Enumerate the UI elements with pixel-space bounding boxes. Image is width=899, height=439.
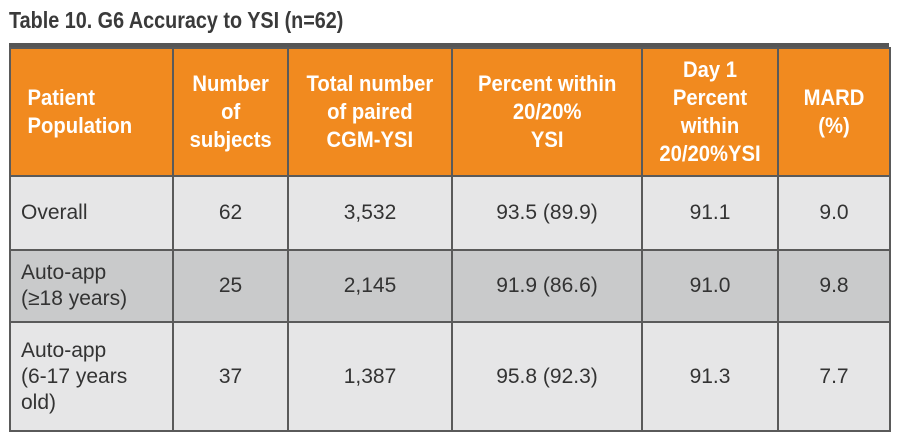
- header-patient-population: Patient Population: [9, 47, 174, 177]
- cell-subjects: 37: [172, 321, 289, 432]
- header-number-of-subjects: Number of subjects: [172, 47, 289, 177]
- table-row: Auto-app (≥18 years) 25 2,145 91.9 (86.6)…: [9, 249, 891, 323]
- cell-day1: 91.0: [641, 249, 779, 323]
- cell-within: 91.9 (86.6): [451, 249, 643, 323]
- cell-mard: 7.7: [777, 321, 891, 432]
- cell-day1: 91.1: [641, 175, 779, 251]
- cell-population: Auto-app (≥18 years): [9, 249, 174, 323]
- cell-mard: 9.8: [777, 249, 891, 323]
- header-total-paired: Total number of paired CGM-YSI: [287, 47, 453, 177]
- table-row: Auto-app (6-17 years old) 37 1,387 95.8 (9…: [9, 321, 891, 432]
- cell-paired: 2,145: [287, 249, 453, 323]
- header-row: Patient Population Number of subjects Total…: [9, 47, 891, 177]
- table-title: Table 10. G6 Accuracy to YSI (n=62): [9, 7, 344, 33]
- cell-within: 95.8 (92.3): [451, 321, 643, 432]
- header-percent-within: Percent within 20/20% YSI: [451, 47, 643, 177]
- accuracy-table: Patient Population Number of subjects Total…: [9, 47, 891, 432]
- cell-day1: 91.3: [641, 321, 779, 432]
- header-day1-percent-within: Day 1 Percent within 20/20%YSI: [641, 47, 779, 177]
- cell-mard: 9.0: [777, 175, 891, 251]
- cell-paired: 3,532: [287, 175, 453, 251]
- cell-subjects: 62: [172, 175, 289, 251]
- cell-population: Overall: [9, 175, 174, 251]
- cell-paired: 1,387: [287, 321, 453, 432]
- cell-subjects: 25: [172, 249, 289, 323]
- header-mard: MARD (%): [777, 47, 891, 177]
- cell-within: 93.5 (89.9): [451, 175, 643, 251]
- cell-population: Auto-app (6-17 years old): [9, 321, 174, 432]
- table-row: Overall 62 3,532 93.5 (89.9) 91.1 9.0: [9, 175, 891, 251]
- top-rule: [9, 43, 889, 47]
